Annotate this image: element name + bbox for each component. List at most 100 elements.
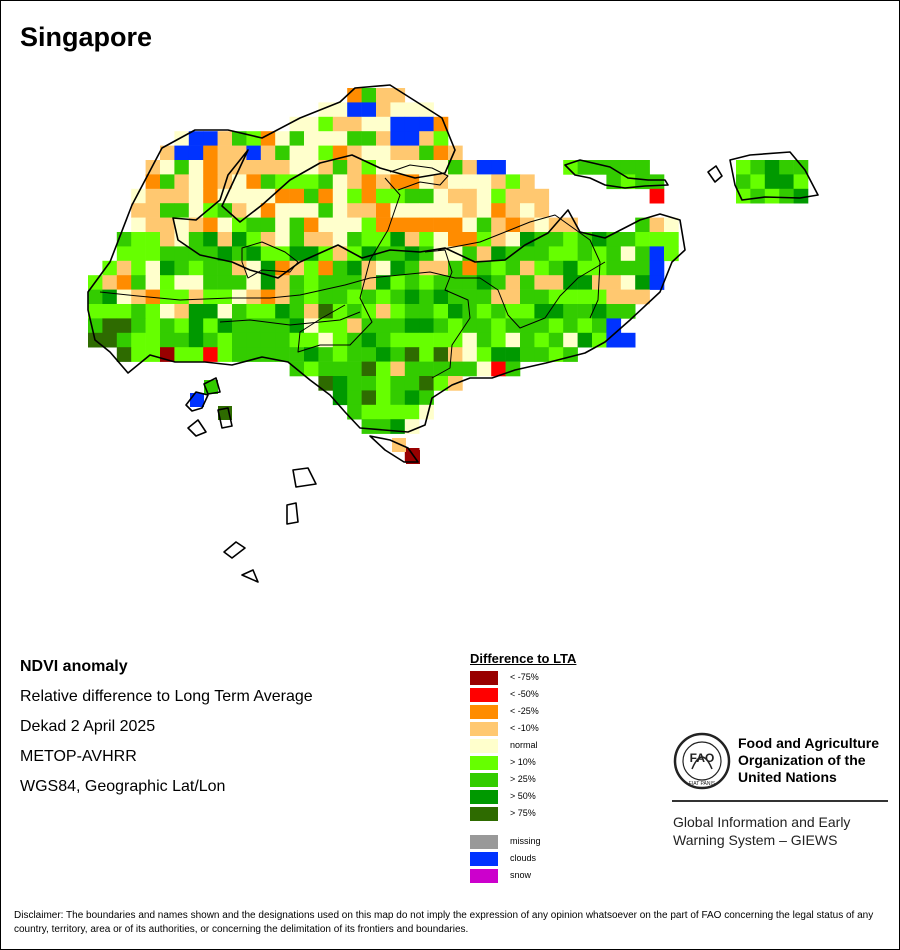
ndvi-cell: [491, 347, 506, 362]
ndvi-cell: [376, 188, 391, 204]
ndvi-cell: [419, 246, 434, 262]
ndvi-cell: [289, 332, 305, 348]
ndvi-cell: [635, 275, 650, 290]
ndvi-cell: [131, 289, 146, 305]
ndvi-cell: [361, 160, 377, 175]
ndvi-cell: [433, 260, 449, 276]
ndvi-cell: [160, 174, 175, 190]
ndvi-cell: [275, 318, 290, 334]
ndvi-cell: [347, 131, 362, 146]
ndvi-cell: [563, 232, 578, 247]
ndvi-cell: [188, 318, 204, 334]
ndvi-cell: [462, 203, 478, 218]
ndvi-cell: [304, 246, 319, 262]
ndvi-cell: [433, 188, 449, 204]
ndvi-cell: [174, 131, 190, 146]
ndvi-cell: [260, 160, 276, 175]
ndvi-cell: [649, 260, 665, 276]
ndvi-cell: [376, 145, 391, 161]
ndvi-cell: [534, 347, 550, 362]
legend-label: clouds: [510, 853, 537, 863]
ndvi-cell: [548, 246, 564, 262]
ndvi-cell: [376, 275, 391, 290]
ndvi-cell: [404, 232, 420, 247]
islet-outline-1: [707, 165, 723, 183]
ndvi-cell: [390, 404, 406, 420]
ndvi-cell: [160, 203, 175, 218]
main-island-outline: [87, 84, 686, 433]
ndvi-cell: [635, 246, 650, 262]
ndvi-cell: [520, 174, 535, 190]
ndvi-cell: [649, 232, 665, 247]
ndvi-cell: [289, 260, 305, 276]
ndvi-cell: [246, 145, 262, 161]
ndvi-cell: [433, 289, 449, 305]
ndvi-cell: [332, 318, 348, 334]
ndvi-cell: [174, 188, 190, 204]
internal-boundary-6: [219, 311, 361, 326]
ndvi-cell: [376, 203, 391, 218]
ndvi-cell: [217, 260, 233, 276]
ndvi-cell: [534, 275, 550, 290]
ndvi-cell: [318, 232, 334, 247]
map-title: Singapore: [20, 22, 153, 52]
legend-swatch: [470, 852, 498, 866]
ndvi-cell: [188, 332, 204, 348]
ndvi-cell: [433, 131, 449, 146]
ndvi-cell: [131, 232, 146, 247]
ndvi-cell: [361, 145, 377, 161]
legend-swatch: [470, 869, 498, 883]
ndvi-cell: [102, 332, 118, 348]
ndvi-cell: [361, 361, 377, 377]
ndvi-cell: [232, 131, 247, 146]
islet-outline-3: [187, 419, 207, 437]
ndvi-cell: [476, 275, 492, 290]
ndvi-cell: [635, 260, 650, 276]
ndvi-cell: [577, 246, 593, 262]
ndvi-cell: [246, 318, 262, 334]
ndvi-cell: [289, 246, 305, 262]
ndvi-cell: [203, 145, 218, 161]
ndvi-cell: [318, 275, 334, 290]
ndvi-cell: [217, 174, 233, 190]
ndvi-cell: [160, 145, 175, 161]
ndvi-cell: [332, 160, 348, 175]
ndvi-cell: [160, 160, 175, 175]
ndvi-cell: [145, 160, 161, 175]
ndvi-cell: [347, 203, 362, 218]
ndvi-cell: [131, 217, 146, 233]
ndvi-cell: [361, 376, 377, 391]
ndvi-cell: [376, 131, 391, 146]
ndvi-cell: [145, 260, 161, 276]
legend-swatch: [470, 705, 498, 719]
ndvi-cell: [390, 361, 406, 377]
ndvi-cell: [188, 275, 204, 290]
ndvi-cell: [534, 217, 550, 233]
ndvi-cell: [404, 145, 420, 161]
ndvi-cell: [433, 332, 449, 348]
ndvi-cell: [304, 203, 319, 218]
ndvi-cell: [174, 145, 190, 161]
ndvi-cell: [174, 232, 190, 247]
ndvi-cell: [491, 318, 506, 334]
ndvi-cell: [476, 347, 492, 362]
ndvi-cell: [548, 318, 564, 334]
ndvi-cell: [520, 289, 535, 305]
ndvi-cell: [390, 390, 406, 406]
ndvi-cell: [520, 203, 535, 218]
ndvi-cell: [736, 174, 751, 190]
ndvi-cell: [318, 174, 334, 190]
ndvi-cell: [361, 102, 377, 118]
ndvi-cell: [246, 217, 262, 233]
ndvi-cell: [793, 188, 809, 204]
ndvi-cell: [548, 260, 564, 276]
ndvi-cell: [332, 203, 348, 218]
ndvi-cell: [188, 131, 204, 146]
ndvi-cell: [332, 174, 348, 190]
ndvi-cell: [750, 160, 766, 175]
ndvi-cell: [160, 318, 175, 334]
ndvi-cell: [88, 289, 103, 305]
islet-outline-9: [241, 569, 259, 583]
ndvi-cell: [232, 232, 247, 247]
ndvi-cell: [332, 304, 348, 319]
